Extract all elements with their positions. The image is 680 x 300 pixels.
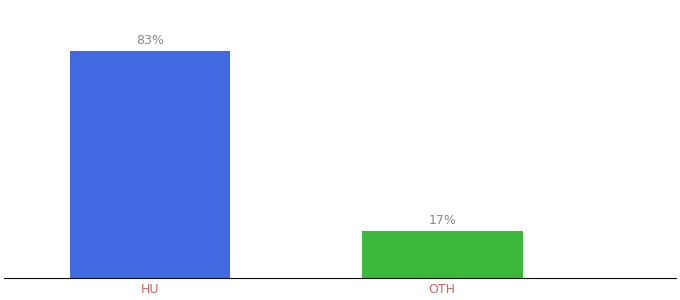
Text: 83%: 83% [136,34,164,46]
Bar [362,231,522,278]
Text: 17%: 17% [428,214,456,227]
Bar [70,51,231,278]
